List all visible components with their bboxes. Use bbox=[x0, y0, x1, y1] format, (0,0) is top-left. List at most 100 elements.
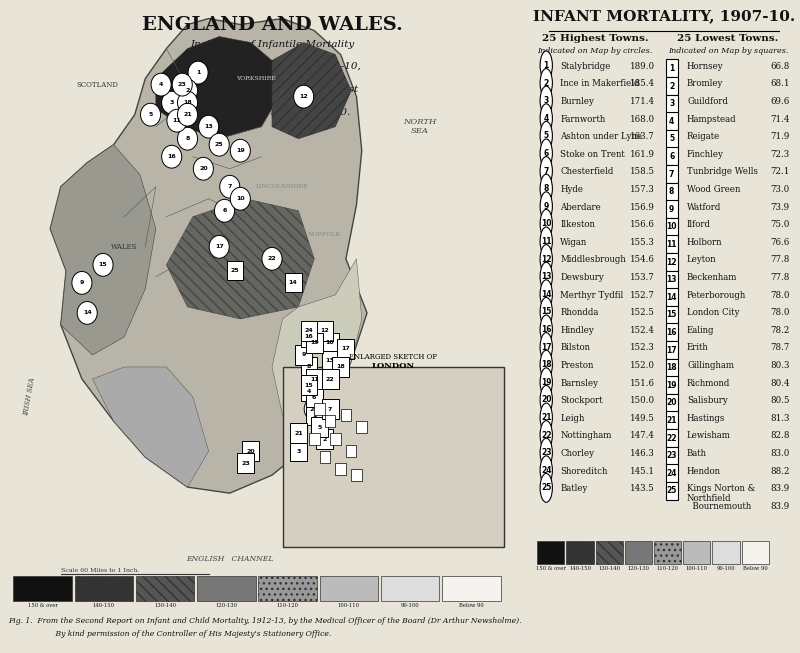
Polygon shape bbox=[93, 367, 209, 487]
FancyBboxPatch shape bbox=[654, 541, 681, 564]
Text: 189.0: 189.0 bbox=[630, 62, 655, 71]
Circle shape bbox=[230, 139, 250, 162]
Text: Ilkeston: Ilkeston bbox=[560, 220, 595, 229]
Text: 25: 25 bbox=[215, 142, 223, 147]
Text: Finchley: Finchley bbox=[687, 150, 724, 159]
Text: 10: 10 bbox=[541, 219, 551, 229]
Text: 17: 17 bbox=[215, 244, 223, 249]
FancyBboxPatch shape bbox=[322, 400, 338, 419]
Text: 6: 6 bbox=[222, 208, 226, 214]
Text: 1: 1 bbox=[196, 70, 200, 75]
Text: 158.5: 158.5 bbox=[630, 167, 655, 176]
Text: Stalybridge: Stalybridge bbox=[560, 62, 610, 71]
Circle shape bbox=[540, 438, 552, 467]
FancyBboxPatch shape bbox=[226, 261, 243, 281]
FancyBboxPatch shape bbox=[666, 253, 678, 271]
Circle shape bbox=[540, 385, 552, 414]
Text: 4: 4 bbox=[669, 117, 674, 126]
FancyBboxPatch shape bbox=[14, 576, 72, 601]
Circle shape bbox=[162, 91, 182, 114]
Text: 150 & over: 150 & over bbox=[536, 566, 566, 571]
Circle shape bbox=[162, 146, 182, 168]
Text: 140-150: 140-150 bbox=[93, 603, 115, 608]
Text: Leyton: Leyton bbox=[687, 255, 717, 264]
Circle shape bbox=[93, 253, 113, 276]
Circle shape bbox=[141, 103, 161, 126]
Text: 72.1: 72.1 bbox=[770, 167, 790, 176]
Circle shape bbox=[167, 109, 187, 132]
Text: Bilston: Bilston bbox=[560, 343, 590, 353]
FancyBboxPatch shape bbox=[325, 415, 335, 427]
Text: 80.5: 80.5 bbox=[770, 396, 790, 406]
Text: 16: 16 bbox=[167, 154, 176, 159]
Circle shape bbox=[209, 133, 230, 156]
Circle shape bbox=[540, 280, 552, 309]
FancyBboxPatch shape bbox=[341, 409, 351, 421]
Text: ENGLISH   CHANNEL: ENGLISH CHANNEL bbox=[186, 555, 274, 564]
Text: 23: 23 bbox=[666, 451, 677, 460]
Text: Holborn: Holborn bbox=[687, 238, 722, 247]
Text: 17: 17 bbox=[666, 345, 677, 355]
Text: 18: 18 bbox=[336, 364, 345, 370]
Text: 7: 7 bbox=[669, 170, 674, 178]
Text: 24: 24 bbox=[305, 328, 314, 334]
Text: 100-110: 100-110 bbox=[338, 603, 360, 608]
FancyBboxPatch shape bbox=[666, 59, 678, 78]
FancyBboxPatch shape bbox=[301, 327, 318, 347]
Text: 156.6: 156.6 bbox=[630, 220, 655, 229]
Text: Ilford: Ilford bbox=[687, 220, 711, 229]
Circle shape bbox=[178, 103, 198, 126]
Circle shape bbox=[540, 263, 552, 291]
Text: 8: 8 bbox=[543, 184, 549, 193]
Text: Chesterfield: Chesterfield bbox=[560, 167, 614, 176]
Text: 21: 21 bbox=[294, 430, 302, 436]
Text: 152.0: 152.0 bbox=[630, 361, 655, 370]
Text: 19: 19 bbox=[541, 377, 551, 387]
Text: Middlesbrough: Middlesbrough bbox=[560, 255, 626, 264]
Text: Leigh: Leigh bbox=[560, 414, 585, 423]
Text: 2: 2 bbox=[322, 437, 327, 441]
Text: 22: 22 bbox=[666, 434, 677, 443]
Circle shape bbox=[540, 297, 552, 326]
Text: 71.4: 71.4 bbox=[770, 115, 790, 123]
Circle shape bbox=[178, 79, 198, 102]
FancyBboxPatch shape bbox=[666, 306, 678, 324]
Circle shape bbox=[188, 61, 208, 84]
Text: 20: 20 bbox=[666, 398, 677, 407]
Text: ENLARGED SKETCH OF: ENLARGED SKETCH OF bbox=[350, 353, 438, 361]
Text: 5: 5 bbox=[318, 424, 322, 430]
FancyBboxPatch shape bbox=[330, 433, 341, 445]
FancyBboxPatch shape bbox=[301, 375, 318, 394]
Text: 22: 22 bbox=[268, 257, 276, 261]
Text: 19: 19 bbox=[236, 148, 245, 153]
Circle shape bbox=[178, 91, 198, 114]
Circle shape bbox=[540, 104, 552, 133]
Text: 171.4: 171.4 bbox=[630, 97, 655, 106]
Text: 78.7: 78.7 bbox=[770, 343, 790, 353]
Circle shape bbox=[294, 86, 314, 108]
Text: YORKSHIRE: YORKSHIRE bbox=[236, 76, 276, 81]
FancyBboxPatch shape bbox=[442, 576, 501, 601]
Text: Indicated on Map by circles.: Indicated on Map by circles. bbox=[538, 48, 653, 56]
FancyBboxPatch shape bbox=[666, 341, 678, 359]
Circle shape bbox=[151, 73, 171, 96]
Text: 19: 19 bbox=[310, 340, 318, 345]
Text: 72.3: 72.3 bbox=[770, 150, 790, 159]
FancyBboxPatch shape bbox=[666, 411, 678, 430]
Text: 168.0: 168.0 bbox=[630, 115, 655, 123]
Text: 185.4: 185.4 bbox=[630, 80, 655, 88]
Text: Northfield: Northfield bbox=[687, 494, 732, 503]
Text: By kind permission of the Controller of His Majesty's Stationery Office.: By kind permission of the Controller of … bbox=[8, 630, 331, 638]
Text: 163.7: 163.7 bbox=[630, 132, 655, 141]
Text: 10: 10 bbox=[666, 222, 677, 231]
Text: 152.3: 152.3 bbox=[630, 343, 655, 353]
Circle shape bbox=[540, 227, 552, 256]
Text: Hornsey: Hornsey bbox=[687, 62, 724, 71]
FancyBboxPatch shape bbox=[596, 541, 622, 564]
FancyBboxPatch shape bbox=[666, 165, 678, 183]
Circle shape bbox=[230, 187, 250, 210]
Text: 130-140: 130-140 bbox=[154, 603, 176, 608]
Text: Indicated on Map by squares.: Indicated on Map by squares. bbox=[668, 48, 788, 56]
Text: 12: 12 bbox=[666, 257, 677, 266]
Text: 9: 9 bbox=[669, 205, 674, 214]
